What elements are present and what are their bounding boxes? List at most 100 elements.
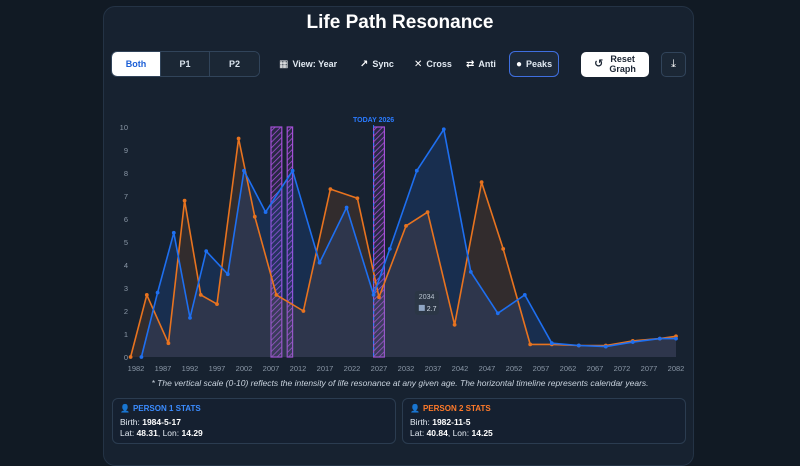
scale-note: * The vertical scale (0-10) reflects the… [151, 378, 649, 388]
x-tick-label: 1997 [209, 364, 226, 373]
x-tick-label: 2037 [425, 364, 442, 373]
data-point [549, 341, 554, 346]
y-tick-label: 7 [124, 192, 128, 201]
calendar-icon: ▦ [279, 58, 289, 70]
data-point [188, 316, 192, 320]
data-point [603, 344, 608, 349]
peak-band [270, 126, 283, 358]
resonance-chart: 0 1 2 3 4 5 6 7 8 9 10 1982 1987 1992 1997 2002 2007 2012… [120, 117, 685, 373]
y-tick-label: 3 [124, 284, 128, 293]
person1-lon-value: 14.29 [181, 428, 203, 438]
data-point [387, 247, 392, 251]
data-point [674, 336, 678, 341]
data-point [166, 341, 171, 346]
data-point [404, 224, 408, 228]
person1-lat-value: 48.31 [136, 428, 158, 438]
series-area [141, 129, 676, 357]
x-tick-label: 2067 [587, 364, 604, 373]
main-panel [103, 6, 694, 466]
data-point [317, 260, 322, 265]
person2-birth-label: Birth: [410, 417, 430, 427]
data-point [155, 290, 160, 295]
toggle-p1-button[interactable]: P1 [161, 52, 210, 76]
peaks-button[interactable]: ● Peaks [509, 51, 560, 77]
y-tick-label: 5 [124, 238, 128, 247]
data-point [252, 214, 257, 219]
data-point [495, 311, 500, 316]
user-icon: 👤 [410, 404, 420, 413]
series-line [140, 128, 676, 358]
view-year-button[interactable]: ▦ View: Year [273, 51, 343, 77]
sync-label: Sync [372, 59, 394, 69]
tooltip-year: 2034 [419, 294, 435, 301]
data-point [501, 247, 506, 251]
y-tick-label: 1 [124, 330, 128, 339]
cross-icon: ✕ [414, 58, 423, 70]
data-point [301, 309, 306, 313]
data-point [242, 168, 246, 173]
x-tick-label: 2047 [479, 364, 496, 373]
x-tick-label: 2032 [398, 364, 415, 373]
x-tick-label: 2052 [506, 364, 523, 373]
x-tick-label: 2082 [668, 364, 685, 373]
anti-label: Anti [478, 59, 496, 69]
data-point [452, 322, 457, 327]
person1-stats-card: 👤 PERSON 1 STATS Birth: 1984-5-17 Lat: 4… [112, 398, 396, 444]
y-tick-label: 2 [124, 307, 128, 316]
cross-button[interactable]: ✕ Cross [408, 51, 458, 77]
data-point [441, 127, 446, 132]
y-tick-label: 8 [124, 169, 128, 178]
x-tick-label: 2022 [344, 364, 361, 373]
series-area [130, 138, 677, 357]
view-year-label: View: Year [292, 59, 338, 69]
peaks-label: Peaks [526, 59, 553, 69]
toggle-both-button[interactable]: Both [112, 52, 161, 76]
data-point [479, 180, 484, 185]
data-point [328, 187, 333, 192]
peak-band [286, 126, 294, 358]
data-point [236, 136, 241, 141]
data-point [377, 295, 381, 300]
x-tick-label: 1987 [155, 364, 172, 373]
person1-lat-label: Lat: [120, 428, 135, 438]
anti-button[interactable]: ⇄ Anti [460, 51, 502, 77]
person1-birth-label: Birth: [120, 417, 140, 427]
person1-stats-header: PERSON 1 STATS [132, 404, 201, 413]
data-point [468, 270, 473, 274]
trend-icon: ↗ [360, 58, 369, 70]
x-tick-label: 2057 [533, 364, 550, 373]
person-toggle: Both P1 P2 [111, 51, 260, 77]
data-point [522, 293, 527, 297]
undo-icon: ↺ [594, 57, 604, 70]
y-tick-label: 4 [124, 261, 128, 270]
person2-stats-header: PERSON 2 STATS [422, 404, 491, 413]
data-point [171, 230, 176, 235]
download-button[interactable]: ⤓ [661, 52, 686, 77]
x-tick-label: 2072 [614, 364, 631, 373]
data-point [630, 340, 635, 344]
x-tick-label: 2012 [290, 364, 307, 373]
data-point [198, 293, 203, 297]
sync-button[interactable]: ↗ Sync [354, 51, 400, 77]
x-tick-label: 1992 [182, 364, 199, 373]
reset-label-line1: Reset [610, 54, 635, 65]
tooltip-swatch [418, 304, 425, 311]
reset-label-line2: Graph [609, 63, 636, 74]
data-point [576, 343, 581, 348]
data-point [414, 168, 419, 173]
person2-lat-label: Lat: [410, 428, 425, 438]
x-tick-label: 2007 [263, 364, 280, 373]
download-icon: ⤓ [671, 58, 676, 70]
x-tick-label: 1982 [128, 364, 145, 373]
data-point [144, 293, 149, 297]
data-point [657, 336, 662, 341]
toggle-p2-button[interactable]: P2 [210, 52, 259, 76]
tooltip-value: 2.7 [427, 306, 437, 313]
x-tick-label: 2027 [371, 364, 388, 373]
reset-graph-button[interactable]: ↺ Reset Graph [581, 52, 649, 77]
data-point [528, 342, 533, 347]
data-point [344, 205, 349, 210]
data-point [182, 198, 187, 203]
user-icon: 👤 [120, 404, 130, 413]
swap-arrows-icon: ⇄ [466, 58, 475, 70]
